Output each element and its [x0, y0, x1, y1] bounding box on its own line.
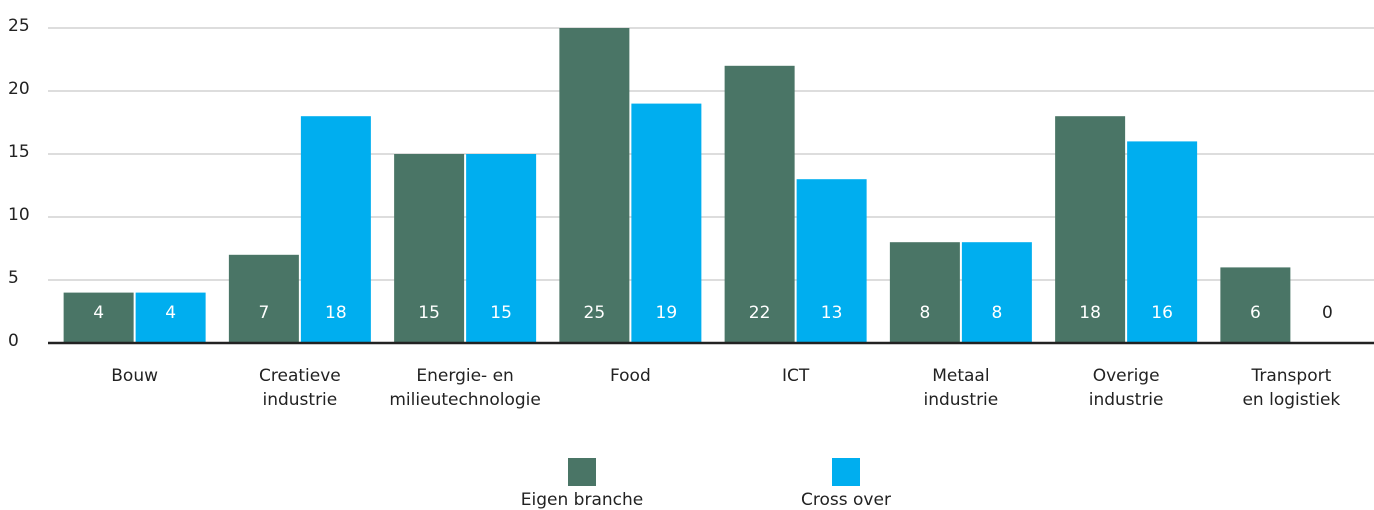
value-label: 22: [749, 303, 771, 323]
x-tick-line: milieutechnologie: [389, 390, 540, 410]
x-tick-line: Bouw: [111, 366, 158, 386]
y-tick-label: 0: [8, 331, 19, 351]
bar: [1055, 116, 1126, 343]
value-label: 8: [919, 303, 930, 323]
x-tick-line: Transport: [1250, 366, 1331, 386]
y-tick-label: 20: [8, 79, 30, 99]
y-tick-label: 25: [8, 16, 30, 36]
x-tick-label: Bouw: [111, 366, 158, 386]
value-label: 15: [418, 303, 440, 323]
bar: [724, 65, 795, 344]
value-label: 18: [325, 303, 347, 323]
y-tick-label: 15: [8, 142, 30, 162]
x-tick-line: Overige: [1093, 366, 1160, 386]
value-label: 6: [1250, 303, 1261, 323]
x-tick-label: Energie- en milieutechnologie: [389, 366, 540, 410]
bar: [1127, 141, 1198, 343]
bar: [63, 292, 134, 343]
x-tick-label: Transport en logistiek: [1242, 366, 1340, 410]
x-tick-label: Overige industrie: [1089, 366, 1164, 410]
x-tick-line: Creatieve: [259, 366, 341, 386]
x-tick-label: Metaal industrie: [923, 366, 998, 410]
value-label: 16: [1151, 303, 1173, 323]
y-tick-label: 5: [8, 268, 19, 288]
value-label: 18: [1079, 303, 1101, 323]
bar: [228, 254, 299, 343]
x-tick-line: Metaal: [932, 366, 989, 386]
bar: [559, 28, 630, 343]
bar: [631, 103, 702, 343]
x-tick-label: ICT: [782, 366, 810, 386]
bar: [961, 242, 1032, 343]
y-tick-label: 10: [8, 205, 30, 225]
bar: [889, 242, 960, 343]
bar: [1220, 267, 1291, 343]
x-tick-line: Energie- en: [416, 366, 513, 386]
bar: [394, 154, 465, 343]
legend-label: Eigen branche: [521, 490, 643, 510]
value-label: 4: [93, 303, 104, 323]
x-tick-label: Food: [610, 366, 651, 386]
x-tick-line: Food: [610, 366, 651, 386]
x-tick-line: industrie: [923, 390, 998, 410]
value-label: 19: [656, 303, 678, 323]
x-tick-line: industrie: [262, 390, 337, 410]
value-label: 7: [258, 303, 269, 323]
x-tick-line: ICT: [782, 366, 810, 386]
bar: [466, 154, 537, 343]
legend-swatch: [568, 458, 596, 486]
x-tick-line: en logistiek: [1242, 390, 1340, 410]
bar: [300, 116, 371, 343]
value-label: 15: [490, 303, 512, 323]
x-tick-line: industrie: [1089, 390, 1164, 410]
value-label: 4: [165, 303, 176, 323]
value-label: 0: [1322, 303, 1333, 323]
legend-swatch: [832, 458, 860, 486]
bar: [796, 179, 867, 343]
legend-label: Cross over: [801, 490, 891, 510]
value-label: 25: [584, 303, 606, 323]
value-label: 8: [991, 303, 1002, 323]
value-label: 13: [821, 303, 843, 323]
bar: [135, 292, 206, 343]
x-tick-label: Creatieve industrie: [259, 366, 341, 410]
